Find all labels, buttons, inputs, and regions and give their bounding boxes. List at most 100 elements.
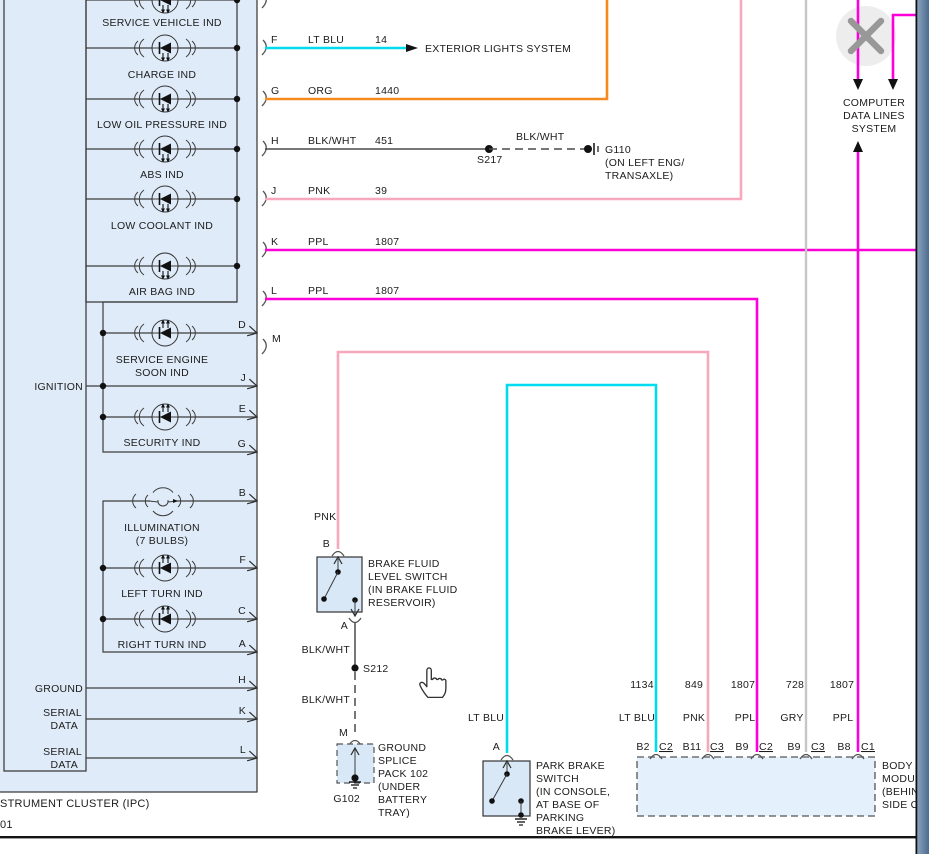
component-label: BODY C bbox=[882, 760, 924, 772]
scrollbar[interactable] bbox=[915, 0, 929, 854]
component-label: (UNDER bbox=[378, 781, 420, 793]
up-arrowhead bbox=[853, 141, 863, 152]
pin-letter: M bbox=[339, 727, 348, 739]
connector-bracket bbox=[261, 0, 267, 9]
wire-lt-blu-1134 bbox=[505, 383, 658, 753]
blk-wht-ground-net: S217 BLK/WHT G110 (ON LEFT ENG/ TRANSAXL… bbox=[265, 131, 684, 182]
system-label: SYSTEM bbox=[852, 123, 897, 135]
pin-letter: F bbox=[271, 34, 278, 46]
indicator-label: RIGHT TURN IND bbox=[118, 639, 207, 651]
pin-letter: L bbox=[271, 285, 277, 297]
circuit-number: 728 bbox=[786, 679, 804, 691]
ipc-pin-letter: B bbox=[239, 487, 246, 499]
down-arrowhead bbox=[888, 79, 898, 90]
wire-color-label: GRY bbox=[780, 712, 803, 724]
indicator-label: LOW COOLANT IND bbox=[111, 220, 213, 232]
ipc-footer-label: STRUMENT CLUSTER (IPC) bbox=[0, 798, 150, 810]
pin-letter: A bbox=[493, 741, 500, 753]
ipc-pin-letter: A bbox=[239, 638, 246, 650]
circuit-number: 1440 bbox=[375, 85, 399, 97]
indicator-label: CHARGE IND bbox=[128, 69, 197, 81]
ipc-pin-letter: G bbox=[238, 438, 246, 450]
component-label: TRAY) bbox=[378, 807, 410, 819]
brake-fluid-level-switch: PNK B A BRAKE FLUID LEVEL SWITCH (IN BRA… bbox=[302, 511, 458, 746]
ipc-pin-letter: L bbox=[240, 744, 246, 756]
wire-color-label: PPL bbox=[735, 712, 756, 724]
wire-color-label: PNK bbox=[314, 511, 336, 523]
bcm-pin: B2 bbox=[636, 741, 649, 753]
bcm-connector: C2 bbox=[759, 741, 773, 753]
ipc-pins: D J E G B F C A H K L bbox=[238, 319, 259, 764]
component-label: MODUL bbox=[882, 773, 921, 785]
component-label: AT BASE OF bbox=[536, 799, 599, 811]
wire-color-label: BLK/WHT bbox=[516, 131, 565, 143]
bcm-connector: C3 bbox=[710, 741, 724, 753]
component-label: RESERVOIR) bbox=[368, 597, 436, 609]
pin-letter: A bbox=[341, 620, 348, 632]
serial-data-label: SERIAL bbox=[43, 707, 82, 719]
bcm-connector: C3 bbox=[811, 741, 825, 753]
component-label: BRAKE FLUID bbox=[368, 558, 440, 570]
bcm-pin: B11 bbox=[683, 741, 702, 753]
indicator-label: (7 BULBS) bbox=[136, 535, 188, 547]
wire-nets bbox=[265, 0, 917, 753]
component-label: PARK BRAKE bbox=[536, 760, 605, 772]
pin-letter: H bbox=[271, 135, 279, 147]
ground-serial-rows: GROUND SERIAL DATA SERIAL DATA bbox=[35, 683, 257, 771]
component-label: SWITCH bbox=[536, 773, 579, 785]
exterior-lights-system-label: EXTERIOR LIGHTS SYSTEM bbox=[425, 43, 571, 55]
circuit-number: 849 bbox=[685, 679, 703, 691]
ground-location: TRANSAXLE) bbox=[605, 170, 673, 182]
ipc-pin-letter: H bbox=[238, 674, 246, 686]
component-label: (BEHIN bbox=[882, 786, 919, 798]
ipc-pin-letter: F bbox=[239, 554, 246, 566]
ipc-label-box bbox=[3, 0, 87, 772]
indicator-label: SOON IND bbox=[135, 367, 189, 379]
down-arrowhead bbox=[853, 79, 863, 90]
page-number: 01 bbox=[0, 819, 13, 831]
indicator-label: LOW OIL PRESSURE IND bbox=[97, 119, 227, 131]
ipc-pin-letter: D bbox=[238, 319, 246, 331]
bcm-box bbox=[636, 756, 876, 817]
ignition-label: IGNITION bbox=[34, 381, 83, 393]
close-icon[interactable] bbox=[847, 17, 885, 55]
wire-color-label: BLK/WHT bbox=[302, 694, 351, 706]
indicator-label: ABS IND bbox=[140, 169, 184, 181]
bcm-connector: C1 bbox=[861, 741, 875, 753]
indicator-label: SERVICE VEHICLE IND bbox=[102, 17, 222, 29]
wire-pnk-849 bbox=[336, 350, 710, 752]
circuit-number: 1807 bbox=[375, 285, 399, 297]
component-label: PARKING bbox=[536, 812, 584, 824]
circuit-number: 451 bbox=[375, 135, 393, 147]
bcm-connector: C2 bbox=[659, 741, 673, 753]
ipc-pin-letter: C bbox=[238, 605, 246, 617]
serial-data-label: SERIAL bbox=[43, 746, 82, 758]
component-label: BATTERY bbox=[378, 794, 427, 806]
system-label: DATA LINES bbox=[843, 110, 905, 122]
indicator-label: SECURITY IND bbox=[124, 437, 201, 449]
wire-org-1440 bbox=[265, 0, 609, 101]
wire-color-label: PNK bbox=[308, 185, 330, 197]
hand-cursor-icon bbox=[419, 667, 447, 699]
serial-data-label: DATA bbox=[51, 720, 78, 732]
system-label: COMPUTER bbox=[843, 97, 905, 109]
computer-data-lines: COMPUTER DATA LINES SYSTEM bbox=[836, 0, 917, 752]
wire-color-label: LT BLU bbox=[619, 712, 655, 724]
indicator-label: SERVICE ENGINE bbox=[116, 354, 209, 366]
wire-color-label: BLK/WHT bbox=[302, 644, 351, 656]
serial-data-label: DATA bbox=[51, 759, 78, 771]
component-label: BRAKE LEVER) bbox=[536, 825, 615, 837]
component-label: SPLICE bbox=[378, 755, 417, 767]
wire-ppl-data-line-2 bbox=[891, 13, 917, 79]
component-label: SIDE O bbox=[882, 799, 919, 811]
ipc-pin-letter: K bbox=[239, 705, 246, 717]
instrument-cluster-box: SERVICE VEHICLE IND CHARGE IND LOW OIL P… bbox=[0, 0, 259, 793]
circuit-number: 1134 bbox=[630, 679, 654, 691]
exterior-lights-arrowhead bbox=[406, 44, 418, 52]
wire-color-label: PPL bbox=[833, 712, 854, 724]
component-label: (IN BRAKE FLUID bbox=[368, 584, 458, 596]
circuit-number: 14 bbox=[375, 34, 387, 46]
splice-label: S212 bbox=[363, 663, 389, 675]
ground-location: (ON LEFT ENG/ bbox=[605, 157, 684, 169]
